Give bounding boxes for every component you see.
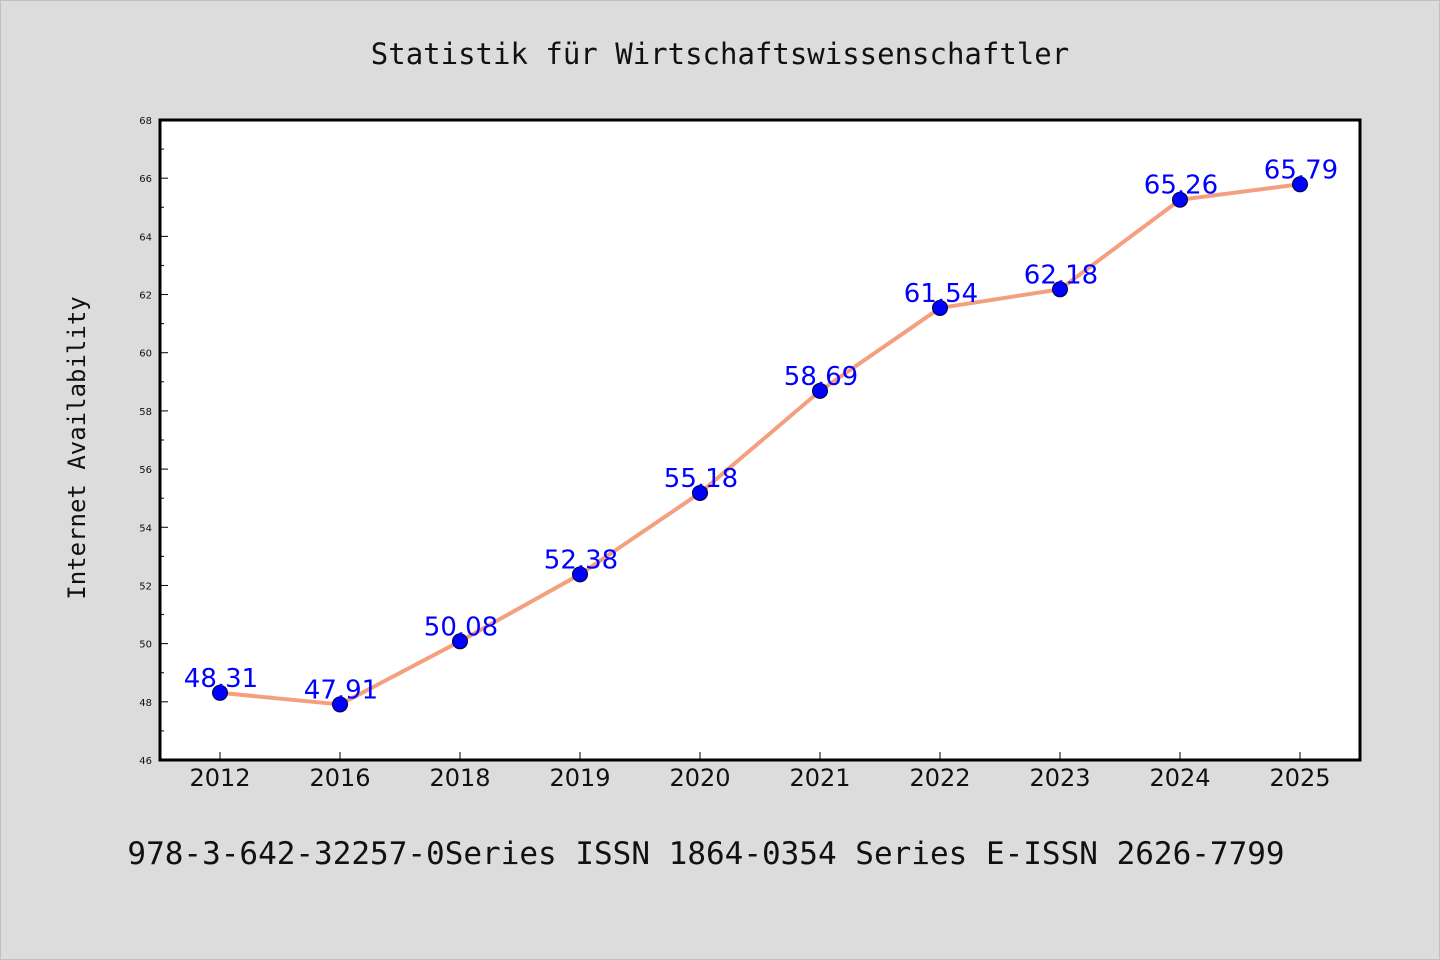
y-tick-label: 62: [139, 291, 152, 302]
data-label: 55.18: [664, 464, 738, 494]
data-point-marker: [692, 484, 708, 501]
data-label: 58.69: [784, 362, 858, 392]
x-tick-label: 2022: [909, 764, 970, 792]
y-tick-label: 66: [139, 174, 152, 185]
data-point-marker: [1292, 176, 1308, 193]
x-tick-label: 2025: [1269, 764, 1330, 792]
x-tick-label: 2018: [429, 764, 490, 792]
data-point-marker: [932, 299, 948, 316]
data-point-marker: [452, 633, 468, 650]
data-label: 48.31: [184, 664, 258, 694]
data-label: 62.18: [1024, 260, 1098, 290]
y-tick-label: 50: [139, 640, 152, 651]
data-label: 65.79: [1264, 155, 1338, 185]
data-label: 50.08: [424, 612, 498, 642]
x-tick-label: 2019: [549, 764, 610, 792]
x-tick-label: 2020: [669, 764, 730, 792]
y-tick-label: 60: [139, 349, 152, 360]
data-point-marker: [212, 684, 228, 701]
y-tick-label: 56: [139, 465, 152, 476]
x-axis-ticks: 2012 2016 2018 2019 2020 2021 2022 2023 2024 2025: [189, 752, 1331, 792]
y-tick-label: 52: [139, 581, 152, 592]
data-point-marker: [572, 566, 588, 583]
x-tick-label: 2023: [1029, 764, 1090, 792]
data-point-marker: [1172, 191, 1188, 208]
y-tick-label: 48: [139, 698, 152, 709]
y-axis-label: Internet Availability: [63, 296, 91, 599]
data-label: 52.38: [544, 545, 618, 575]
series-layer: 48.31 47.91 50.08 52.38 55.18 58.69 61.54 62.18…: [184, 155, 1338, 713]
data-label: 65.26: [1144, 171, 1218, 201]
y-tick-label: 58: [139, 407, 152, 418]
plot-area: [158, 118, 1362, 762]
data-label: 61.54: [904, 279, 978, 309]
series-line: [218, 182, 1302, 707]
y-tick-label: 46: [139, 756, 152, 767]
data-label: 47.91: [304, 675, 378, 705]
x-tick-label: 2016: [309, 764, 370, 792]
x-tick-label: 2012: [189, 764, 250, 792]
y-tick-label: 54: [139, 523, 152, 534]
data-point-marker: [812, 382, 828, 399]
y-axis-ticks: 46 48 50 52 54 56 58 60 62 64 66 68: [139, 116, 168, 767]
y-tick-label: 64: [139, 232, 152, 243]
x-tick-label: 2021: [789, 764, 850, 792]
footer-isbn-text: 978-3-642-32257-0Series ISSN 1864-0354 S…: [127, 836, 1284, 872]
data-point-marker: [332, 696, 348, 713]
data-point-marker: [1052, 281, 1068, 298]
y-tick-label: 68: [139, 116, 152, 127]
x-tick-label: 2024: [1149, 764, 1210, 792]
chart-title: Statistik für Wirtschaftswissenschaftler: [371, 37, 1069, 71]
